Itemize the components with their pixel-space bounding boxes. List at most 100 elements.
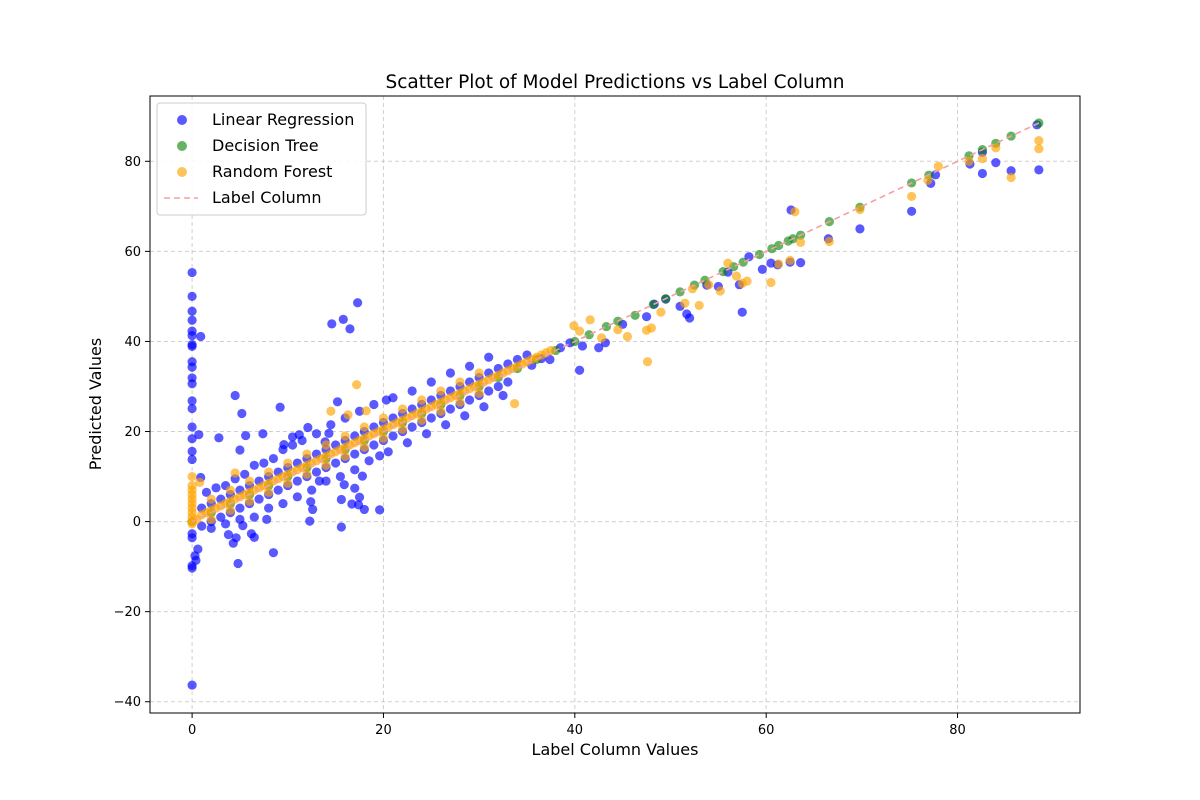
point-linear-regression [187,403,197,414]
point-random-forest [302,449,312,459]
y-axis-label: Predicted Values [86,338,105,470]
point-linear-regression [306,497,316,507]
point-random-forest [622,331,633,342]
point-linear-regression [354,406,365,416]
legend-box [156,102,367,216]
x-tick-label: 80 [949,723,966,738]
point-random-forest [509,398,520,409]
point-linear-regression [187,306,197,316]
point-linear-regression [594,343,604,353]
point-linear-regression [350,483,360,493]
x-tick-label: 0 [188,723,196,738]
x-axis-label: Label Column Values [532,740,699,759]
point-linear-regression [464,395,475,405]
point-linear-regression [193,544,203,554]
chart-title: Scatter Plot of Model Predictions vs Lab… [385,72,844,93]
point-linear-regression [259,458,269,468]
point-linear-regression [249,460,259,470]
point-linear-regression [196,331,206,342]
point-random-forest [264,467,274,477]
point-linear-regression [187,341,197,352]
point-linear-regression [197,521,207,531]
point-linear-regression [353,298,363,308]
point-linear-regression [388,393,398,403]
point-random-forest [359,422,369,432]
legend-label-label-column: Label Column [212,188,322,207]
point-linear-regression [347,499,357,509]
x-tick-label: 40 [567,723,584,738]
point-decision-tree [738,257,748,267]
point-decision-tree [630,310,640,320]
point-linear-regression [187,315,197,325]
point-random-forest [359,442,369,452]
point-linear-regression [757,264,767,274]
point-linear-regression [460,411,470,421]
y-tick-label: −20 [114,605,141,620]
point-random-forest [244,496,255,506]
point-linear-regression [641,312,652,322]
point-random-forest [397,424,408,434]
point-linear-regression [545,354,555,365]
point-random-forest [1034,135,1044,146]
point-linear-regression [402,438,412,448]
point-linear-regression [214,433,224,443]
y-tick-label: 0 [133,515,141,530]
point-random-forest [796,237,806,247]
series-label-column [191,122,1040,523]
point-random-forest [436,406,446,416]
point-random-forest [397,404,408,414]
point-linear-regression [335,471,346,482]
legend-label-random-forest: Random Forest [212,162,332,181]
point-linear-regression [201,487,212,497]
point-random-forest [321,440,331,450]
point-linear-regression [375,505,385,515]
point-linear-regression [796,258,806,268]
point-linear-regression [278,498,288,509]
point-random-forest [455,397,465,407]
point-random-forest [474,388,484,398]
point-linear-regression [407,422,417,432]
point-linear-regression [326,420,336,430]
point-linear-regression [930,170,941,180]
point-random-forest [585,315,595,325]
point-random-forest [378,433,389,443]
point-random-forest [907,191,917,202]
point-random-forest [187,480,197,491]
point-linear-regression [287,440,298,450]
legend-label-decision-tree: Decision Tree [212,136,319,155]
point-linear-regression [273,485,283,495]
point-linear-regression [308,504,318,515]
point-random-forest [1034,144,1044,154]
point-random-forest [225,485,235,495]
point-linear-regression [187,454,197,465]
point-linear-regression [426,413,436,423]
point-linear-regression [235,445,245,455]
point-random-forest [574,326,585,336]
point-random-forest [680,298,690,308]
point-decision-tree [675,287,685,297]
point-random-forest [361,406,371,416]
point-linear-regression [187,379,197,389]
point-linear-regression [187,434,197,444]
point-linear-regression [231,533,241,543]
point-linear-regression [220,519,231,529]
point-random-forest [455,377,465,387]
point-linear-regression [407,386,417,396]
point-linear-regression [354,492,365,502]
y-tick-label: 60 [124,245,141,260]
point-linear-regression [321,476,331,486]
plot-frame [149,95,1081,714]
point-linear-regression [445,368,456,378]
legend-label-linear-regression: Linear Regression [212,110,354,129]
point-random-forest [766,277,776,288]
point-linear-regression [577,341,588,351]
point-linear-regression [744,252,754,262]
point-decision-tree [754,249,765,260]
point-linear-regression [191,555,201,565]
point-random-forest [343,410,353,420]
point-random-forest [785,255,795,265]
point-linear-regression [311,467,322,477]
point-random-forest [436,386,446,396]
point-linear-regression [339,480,349,490]
point-linear-regression [187,330,197,341]
